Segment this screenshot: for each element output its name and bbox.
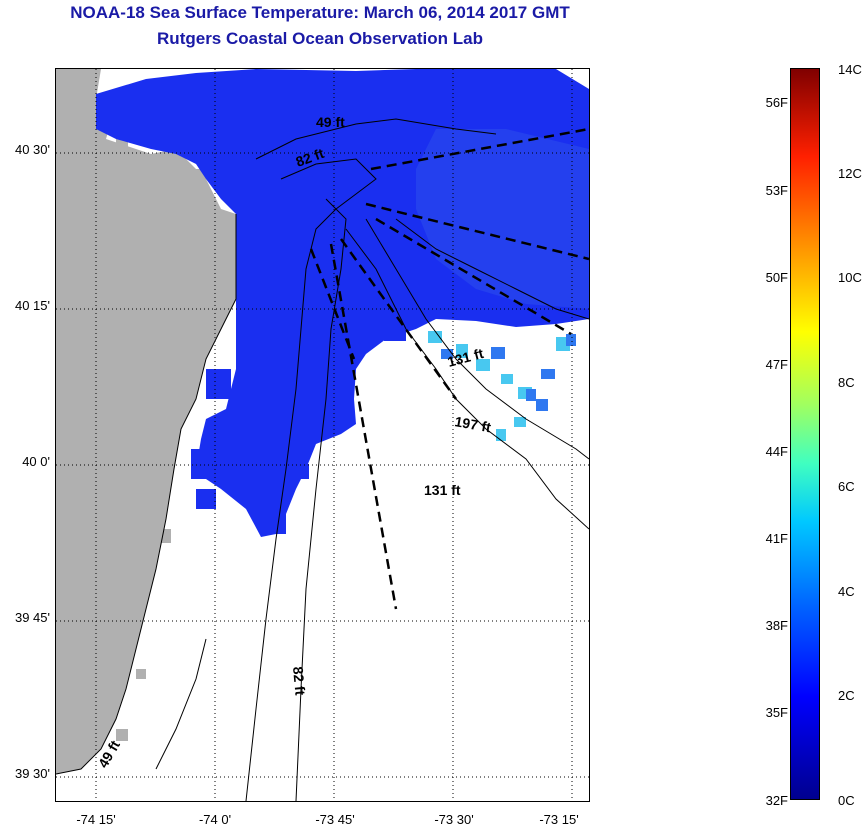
colorbar-fahrenheit-label: 47F — [765, 357, 788, 372]
mid-water-pixels — [441, 334, 576, 411]
contour-label: 82 ft — [290, 666, 308, 696]
contour-label: 131 ft — [424, 482, 461, 498]
bathymetry-contours — [155, 118, 589, 801]
colorbar-fahrenheit-label: 44F — [765, 444, 788, 459]
sst-map-canvas: 49 ft 82 ft 131 ft 197 ft 131 ft 82 ft 4… — [56, 69, 589, 801]
land-mass — [56, 69, 236, 774]
lon-tick-label: -73 45' — [315, 812, 355, 827]
colorbar-celsius-label: 0C — [838, 793, 855, 808]
map-title: NOAA-18 Sea Surface Temperature: March 0… — [70, 3, 570, 22]
colorbar-fahrenheit-label: 53F — [765, 183, 788, 198]
sst-map: 49 ft 82 ft 131 ft 197 ft 131 ft 82 ft 4… — [55, 68, 590, 802]
warm-water-pixels — [428, 331, 570, 441]
lat-tick-label: 40 15' — [14, 298, 50, 313]
lon-tick-label: -74 0' — [198, 812, 232, 827]
cold-water-pixels — [191, 79, 556, 534]
colorbar-fahrenheit-label: 38F — [765, 618, 788, 633]
lat-tick-label: 40 30' — [14, 142, 50, 157]
contour-label: 197 ft — [453, 413, 492, 435]
mid-water-region — [416, 129, 589, 309]
colorbar-celsius-label: 14C — [838, 62, 862, 77]
lon-tick-label: -74 15' — [76, 812, 116, 827]
coastline — [56, 214, 237, 775]
colorbar-fahrenheit-label: 41F — [765, 531, 788, 546]
map-subtitle: Rutgers Coastal Ocean Observation Lab — [157, 29, 483, 48]
colorbar-celsius-label: 4C — [838, 584, 855, 599]
colorbar-fahrenheit-label: 35F — [765, 705, 788, 720]
colorbar-celsius-label: 6C — [838, 479, 855, 494]
lon-tick-label: -73 15' — [539, 812, 579, 827]
coastal-land-pixels — [88, 119, 206, 741]
colorbar-fahrenheit-label: 32F — [765, 793, 788, 808]
colorbar-celsius-label: 10C — [838, 270, 862, 285]
colorbar-celsius-label: 2C — [838, 688, 855, 703]
lon-tick-label: -73 30' — [434, 812, 474, 827]
colorbar-fahrenheit-label: 50F — [765, 270, 788, 285]
lat-tick-label: 39 45' — [14, 610, 50, 625]
lat-tick-label: 40 0' — [22, 454, 50, 469]
colorbar-celsius-label: 12C — [838, 166, 862, 181]
map-grid — [56, 69, 589, 801]
lat-tick-label: 39 30' — [14, 766, 50, 781]
temperature-colorbar — [790, 68, 820, 800]
colorbar-celsius-label: 8C — [838, 375, 855, 390]
colorbar-fahrenheit-label: 56F — [765, 95, 788, 110]
survey-lines — [309, 127, 589, 610]
contour-label: 49 ft — [316, 114, 345, 130]
